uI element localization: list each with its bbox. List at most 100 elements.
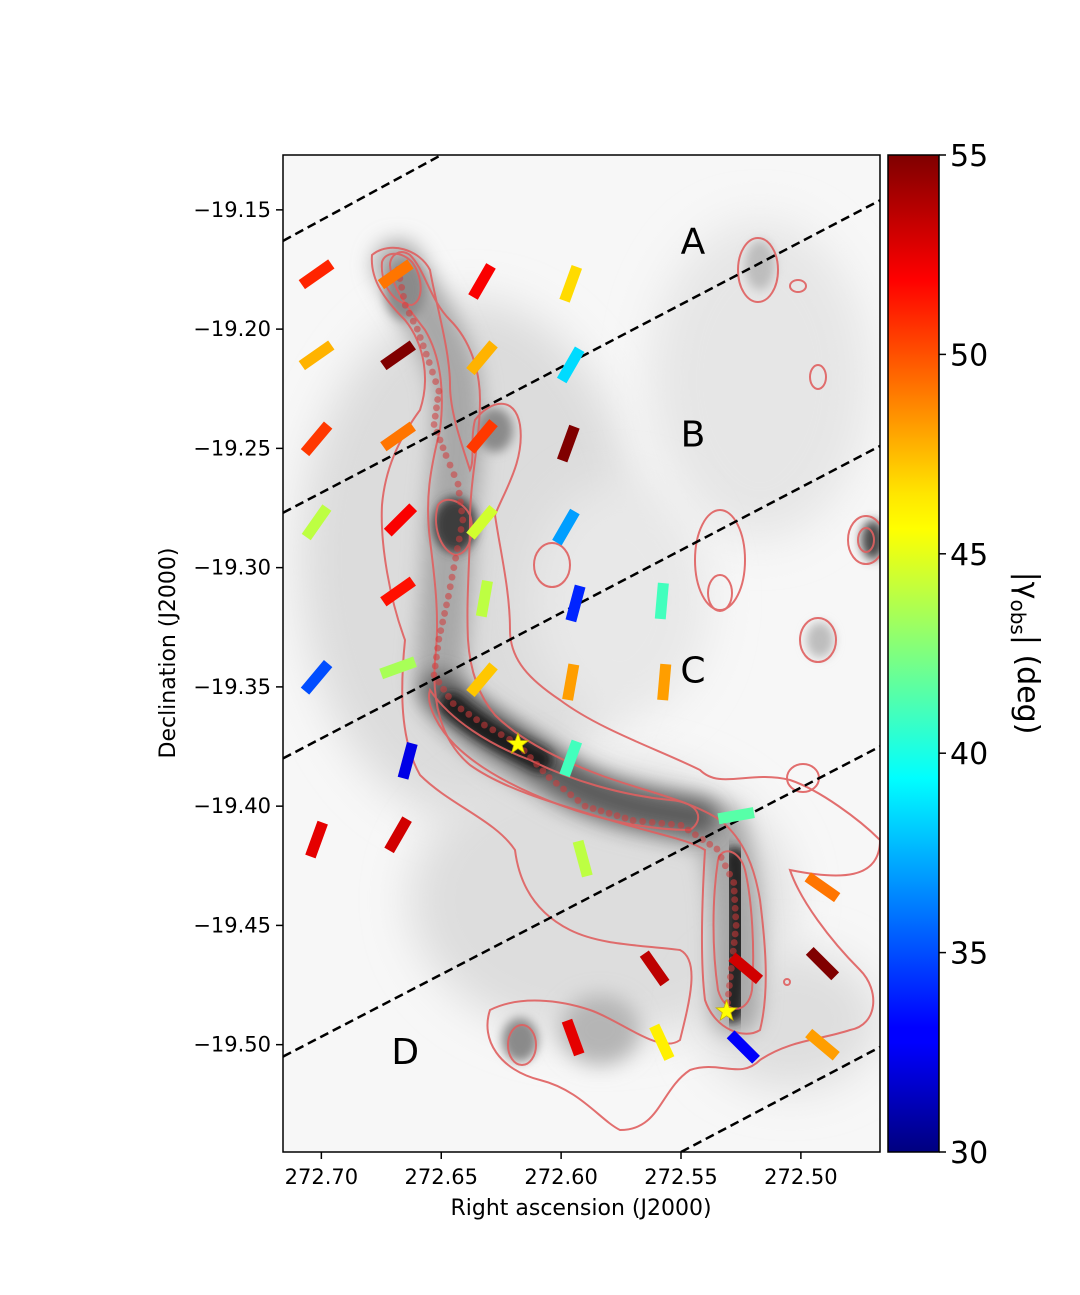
spine-dot — [445, 592, 452, 600]
spine-dot — [731, 930, 739, 938]
region-label: C — [680, 651, 705, 692]
spine-dot — [545, 774, 553, 781]
colorbar-tick-label: 55 — [950, 139, 988, 174]
spine-dot — [581, 802, 589, 810]
contour-blob-1 — [737, 237, 779, 303]
contour-inner-2 — [712, 850, 755, 1010]
contour-blob-7 — [799, 617, 837, 663]
polarization-segment — [380, 576, 416, 607]
spine-dot — [439, 618, 447, 626]
spine-dot — [457, 705, 465, 713]
polarization-segment — [559, 739, 583, 778]
contour-blob-6 — [707, 574, 733, 612]
spine-dot — [457, 526, 465, 533]
spine-dot — [431, 662, 439, 670]
colorbar-label-sub: obs — [1006, 599, 1030, 634]
spine-dot — [725, 990, 732, 998]
spine-dot — [684, 826, 692, 834]
spine-dot — [613, 812, 621, 820]
contour-inner-3 — [435, 498, 473, 557]
spine-dot — [560, 785, 567, 793]
spine-dot — [621, 814, 629, 822]
y-tick-label: −19.50 — [193, 1033, 271, 1057]
polarization-segment — [301, 504, 332, 541]
stars — [506, 731, 739, 1022]
spine-dot — [727, 964, 735, 972]
spine-dot — [450, 471, 458, 479]
spine-dot — [450, 564, 458, 572]
polarization-segment — [562, 663, 580, 701]
spine-dot — [435, 387, 443, 395]
spine-dot — [706, 840, 714, 848]
polarization-segment — [383, 503, 418, 537]
region-label: A — [681, 221, 706, 262]
contour-blob-3 — [809, 364, 827, 390]
polarization-segment — [466, 340, 498, 376]
region-boundary-line — [680, 1045, 880, 1152]
spine-dot — [699, 836, 706, 843]
y-tick-label: −19.35 — [193, 675, 271, 699]
contour-blob-4 — [533, 542, 571, 588]
spine-dot — [458, 507, 466, 515]
spine-dot — [436, 436, 444, 444]
contour-blob-8 — [847, 515, 880, 565]
spine-dot — [605, 809, 613, 817]
spine-dot — [454, 545, 461, 552]
polarization-segment — [717, 807, 755, 825]
spine-dot — [422, 350, 430, 358]
polarization-segment — [466, 504, 498, 540]
spine-dot — [730, 939, 738, 946]
spine-dot — [446, 583, 454, 591]
spine-dot — [431, 412, 439, 420]
spine-dot — [449, 700, 457, 707]
spine-dot — [721, 862, 729, 870]
spine-dot — [589, 805, 597, 812]
region-label: B — [681, 414, 706, 455]
y-tick-label: −19.25 — [193, 436, 271, 460]
region-label: D — [391, 1032, 419, 1073]
spine-dot — [398, 283, 406, 291]
spine-dot — [434, 644, 442, 652]
spine-dot — [435, 678, 443, 686]
spine-dot — [457, 498, 464, 506]
spine-dot — [433, 404, 440, 412]
spine-dot — [439, 444, 447, 452]
y-tick-label: −19.15 — [193, 198, 271, 222]
contour-inner-4 — [380, 252, 422, 307]
region-boundary-line — [283, 745, 880, 1058]
y-axis-label: Declination (J2000) — [156, 548, 181, 759]
polarization-segment — [805, 946, 840, 981]
spine-dot — [413, 325, 421, 333]
spine-dot — [434, 396, 442, 403]
polarization-segment — [380, 340, 416, 371]
spine-dot — [729, 947, 737, 955]
spine-dot — [713, 845, 721, 853]
spine-dot — [442, 452, 450, 459]
polarization-segment — [468, 263, 496, 300]
region-labels: A B C D — [391, 221, 705, 1073]
y-tick-label: −19.45 — [193, 913, 271, 937]
polarization-segment — [805, 1028, 840, 1061]
spine-dot — [446, 461, 454, 469]
spine-dot — [409, 317, 417, 325]
polarization-segment — [565, 584, 586, 623]
polarization-segment — [466, 419, 498, 454]
colorbar-tick-label: 50 — [950, 338, 988, 373]
spine-dot — [429, 368, 436, 376]
colorbar-ticks: 30 35 40 45 50 55 — [939, 139, 988, 1171]
polarization-segment — [559, 265, 583, 303]
contour-outer — [370, 246, 880, 1132]
star-marker — [714, 999, 739, 1022]
polarization-segment — [639, 950, 670, 987]
spine-dot — [443, 601, 450, 609]
spine-dot — [459, 516, 467, 524]
polarization-segment — [384, 816, 412, 854]
spine-dot — [441, 610, 448, 617]
spine-dot — [416, 334, 424, 341]
colorbar — [887, 154, 940, 1153]
spine-dot — [567, 791, 575, 799]
spine-dot — [552, 779, 560, 787]
spine-dot — [480, 721, 488, 729]
spine-dot — [400, 292, 407, 300]
spine-dot — [430, 421, 438, 428]
